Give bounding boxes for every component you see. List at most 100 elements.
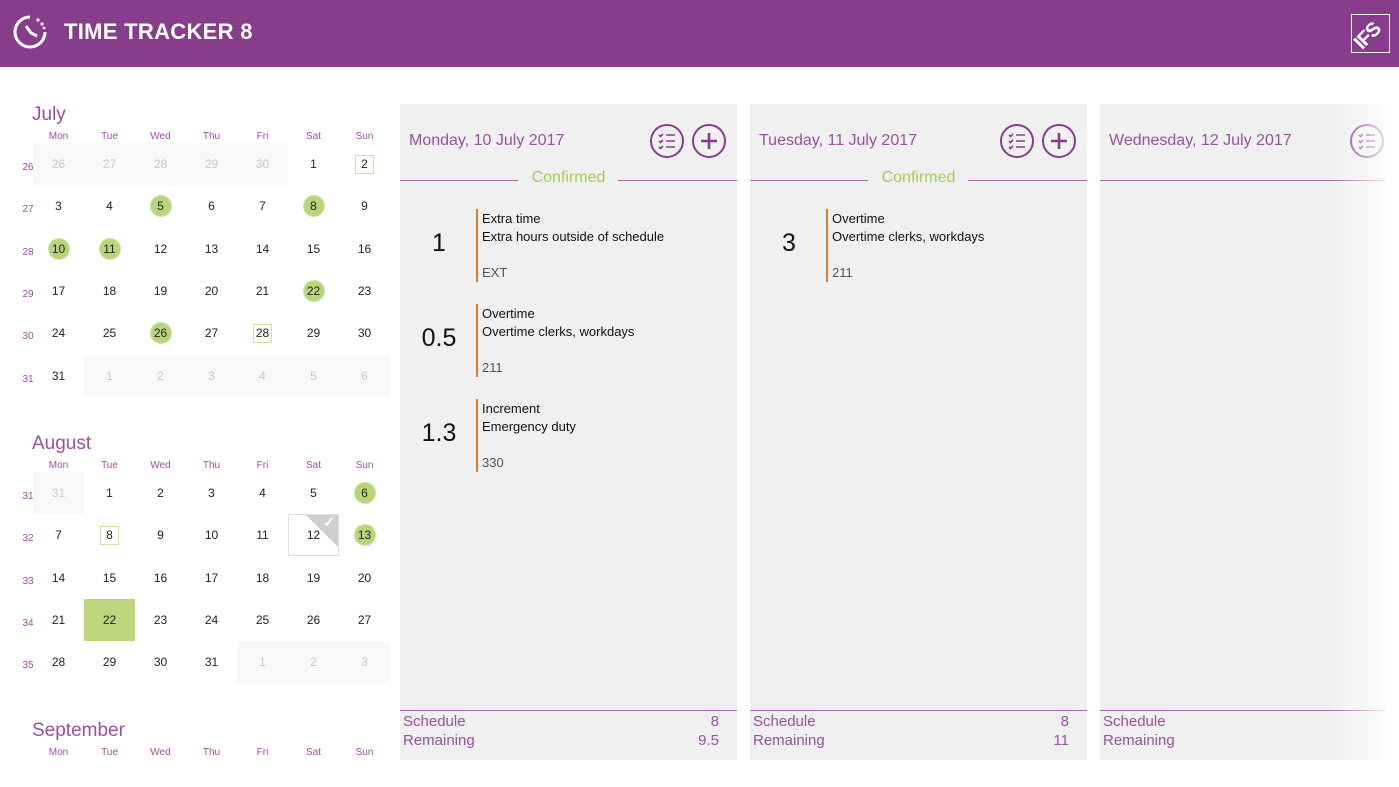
time-entry[interactable]: 0.5 Overtime Overtime clerks, workdays 211: [400, 304, 730, 377]
calendar-day[interactable]: 28: [51, 655, 66, 670]
calendar-day[interactable]: 13: [339, 514, 390, 556]
calendar-day[interactable]: 26: [33, 143, 84, 185]
calendar-day[interactable]: 20: [357, 570, 372, 585]
calendar-day[interactable]: 22: [288, 270, 339, 312]
calendar-day[interactable]: 10: [33, 228, 84, 270]
calendar-day[interactable]: 24: [204, 612, 219, 627]
add-entry-button[interactable]: [692, 124, 726, 158]
calendar-day[interactable]: 11: [84, 228, 135, 270]
calendar-day[interactable]: 23: [153, 612, 168, 627]
calendar-day[interactable]: 5: [310, 486, 317, 500]
calendar-day[interactable]: 29: [306, 326, 321, 341]
calendar-day[interactable]: 7: [55, 528, 62, 543]
calendar-day[interactable]: 5: [135, 185, 186, 227]
day-panel: Tuesday, 11 July 2017 Confirmed 3 Overtime O…: [750, 104, 1087, 760]
calendar-day[interactable]: 6: [208, 199, 215, 214]
calendar-day[interactable]: 18: [102, 283, 117, 298]
calendar-day[interactable]: 12: [153, 241, 168, 256]
calendar-day[interactable]: 15: [102, 570, 117, 585]
calendar-day[interactable]: 17: [51, 283, 66, 298]
calendar-day[interactable]: 3: [339, 641, 390, 684]
day-confirmed-marker: 11: [99, 238, 120, 259]
calendar-day[interactable]: 25: [102, 326, 117, 341]
calendar-day[interactable]: 1: [237, 641, 288, 684]
calendar-day[interactable]: 31: [204, 655, 219, 670]
calendar-day[interactable]: 6: [339, 354, 390, 397]
calendar-day[interactable]: 19: [306, 570, 321, 585]
calendar-day[interactable]: 6: [339, 472, 390, 514]
calendar-day[interactable]: 2: [135, 354, 186, 397]
calendar-day[interactable]: 14: [51, 570, 66, 585]
calendar-day[interactable]: 9: [361, 199, 368, 214]
calendar-day[interactable]: 31: [51, 368, 66, 383]
calendar-day[interactable]: 8: [84, 514, 135, 556]
calendar-day[interactable]: 14: [255, 241, 270, 256]
weekday-label: Sat: [305, 131, 321, 142]
calendar-day[interactable]: 21: [51, 612, 66, 627]
time-entry[interactable]: 1 Extra time Extra hours outside of schedu…: [400, 209, 730, 282]
calendar-day[interactable]: 31: [33, 472, 84, 514]
calendar-day[interactable]: 1: [310, 157, 317, 171]
calendar-day[interactable]: 28: [135, 143, 186, 185]
calendar-day[interactable]: 4: [259, 486, 266, 500]
calendar-day[interactable]: 2: [288, 641, 339, 684]
day-confirmed-marker: 22: [303, 280, 324, 301]
list-button[interactable]: [1000, 124, 1034, 158]
calendar-day[interactable]: 18: [255, 570, 270, 585]
calendar-day[interactable]: 25: [255, 612, 270, 627]
calendar-day[interactable]: 11: [256, 528, 269, 543]
time-entry[interactable]: 1.3 Increment Emergency duty 330: [400, 399, 730, 472]
day-number: 12: [306, 528, 321, 543]
calendar-day[interactable]: 4: [237, 354, 288, 397]
calendar-day[interactable]: 27: [357, 612, 372, 627]
calendar-day[interactable]: 27: [204, 326, 219, 341]
calendar-day[interactable]: 30: [237, 143, 288, 185]
calendar-day[interactable]: 23: [357, 283, 372, 298]
calendar-day[interactable]: 21: [255, 283, 270, 298]
calendar-day[interactable]: 16: [153, 570, 168, 585]
calendar-day[interactable]: 8: [288, 185, 339, 227]
calendar-day[interactable]: 3: [186, 354, 237, 397]
status-label: Confirmed: [881, 169, 956, 186]
weekday-label: Mon: [48, 747, 69, 758]
calendar-day[interactable]: 1: [106, 486, 113, 500]
calendar-day[interactable]: 29: [102, 655, 117, 670]
calendar-day[interactable]: 24: [51, 326, 66, 341]
entry-status-bar: [476, 209, 478, 282]
status-divider: [1100, 169, 1385, 191]
calendar-day[interactable]: 30: [357, 326, 372, 341]
calendar-day[interactable]: 2: [157, 486, 164, 500]
calendar-day[interactable]: 10: [204, 528, 219, 543]
calendar-day[interactable]: 3: [55, 199, 62, 214]
calendar-day[interactable]: 19: [153, 283, 168, 298]
calendar-day[interactable]: 9: [157, 528, 164, 543]
day-confirmed-marker: 26: [150, 323, 171, 344]
list-button[interactable]: [650, 124, 684, 158]
schedule-label: Schedule: [753, 713, 816, 730]
calendar-day[interactable]: 26: [306, 612, 321, 627]
schedule-label: Schedule: [1103, 713, 1166, 730]
calendar-day[interactable]: 13: [204, 241, 219, 256]
calendar-day[interactable]: 17: [204, 570, 219, 585]
weekday-label: Thu: [202, 747, 221, 758]
calendar-day[interactable]: 28: [237, 312, 288, 354]
calendar-day[interactable]: 1: [84, 354, 135, 397]
calendar-day[interactable]: 5: [288, 354, 339, 397]
calendar-day[interactable]: 29: [186, 143, 237, 185]
calendar-day[interactable]: 7: [259, 199, 266, 214]
add-entry-button[interactable]: [1042, 124, 1076, 158]
calendar-day[interactable]: 27: [84, 143, 135, 185]
calendar-day[interactable]: 26: [135, 312, 186, 354]
time-entry[interactable]: 3 Overtime Overtime clerks, workdays 211: [750, 209, 1080, 282]
calendar-day[interactable]: 3: [208, 486, 215, 500]
calendar-day-today[interactable]: 12 ✓: [288, 514, 339, 557]
schedule-label: Schedule: [403, 713, 466, 730]
calendar-day[interactable]: 30: [153, 655, 168, 670]
calendar-day[interactable]: 4: [106, 199, 113, 214]
status-divider: Confirmed: [400, 169, 737, 191]
calendar-day[interactable]: 2: [339, 143, 390, 185]
calendar-day[interactable]: 16: [357, 241, 372, 256]
calendar-day-selected[interactable]: 22: [84, 598, 135, 641]
calendar-day[interactable]: 15: [306, 241, 321, 256]
calendar-day[interactable]: 20: [204, 283, 219, 298]
